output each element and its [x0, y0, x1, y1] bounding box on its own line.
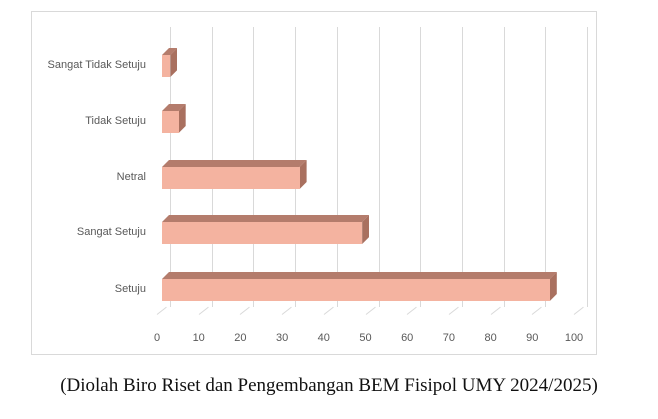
x-tick-label: 20 — [234, 332, 247, 344]
bar-front-face — [162, 279, 550, 301]
y-category-label: Netral — [116, 171, 146, 183]
y-category-label: Setuju — [114, 283, 146, 295]
bar-netral — [162, 160, 307, 189]
bar-side-face — [178, 104, 186, 133]
bar-top-face — [162, 160, 307, 167]
bar-front-face — [162, 222, 363, 244]
bar-side-face — [170, 48, 178, 77]
bar-tidak-setuju — [162, 104, 186, 133]
x-tick-label: 10 — [192, 332, 205, 344]
bar-front-face — [162, 55, 171, 77]
x-tick-label: 90 — [526, 332, 539, 344]
x-tick-label: 80 — [484, 332, 497, 344]
x-tick-label: 50 — [359, 332, 372, 344]
x-tick-label: 60 — [401, 332, 414, 344]
bar-side-face — [299, 160, 307, 189]
x-tick-label: 70 — [442, 332, 456, 344]
gridline — [587, 27, 588, 307]
x-tick-label: 30 — [275, 332, 289, 344]
bar-top-face — [162, 215, 370, 222]
bar-top-face — [162, 104, 186, 111]
gridline — [461, 27, 463, 307]
bar-side-face — [549, 272, 557, 301]
bar-sangat-setuju — [162, 215, 370, 244]
gridline — [420, 27, 422, 307]
bar-setuju — [162, 272, 557, 301]
chart-caption: (Diolah Biro Riset dan Pengembangan BEM … — [60, 375, 598, 396]
gridline — [545, 27, 547, 307]
y-category-label: Sangat Tidak Setuju — [47, 59, 146, 71]
x-tick-label: 40 — [317, 332, 330, 344]
bar-top-face — [162, 272, 557, 279]
bar-front-face — [162, 111, 179, 133]
x-tick-label: 0 — [153, 332, 161, 344]
bar-front-face — [162, 167, 300, 189]
y-category-label: Sangat Setuju — [76, 226, 146, 238]
bar-side-face — [362, 215, 370, 244]
x-tick-label: 100 — [564, 332, 584, 344]
bar-sangat-tidak-setuju — [162, 48, 178, 77]
bar-top-face — [162, 48, 178, 55]
gridline — [378, 27, 380, 307]
y-category-label: Tidak Setuju — [85, 115, 146, 127]
gridline — [503, 27, 505, 307]
gridline — [336, 27, 338, 307]
